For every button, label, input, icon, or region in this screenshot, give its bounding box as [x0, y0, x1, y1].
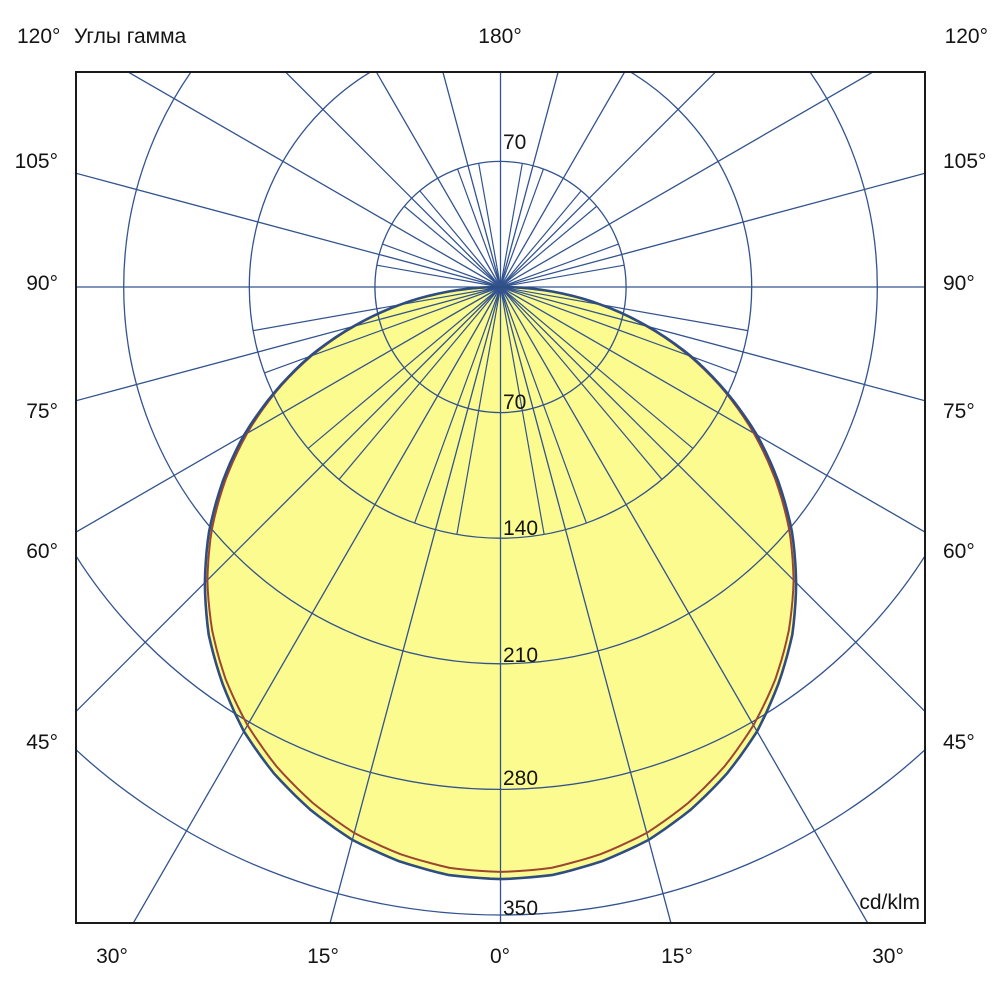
radial-tick-140: 140: [503, 517, 539, 540]
gamma-label-right-45: 45°: [943, 731, 975, 754]
radial-tick-280: 280: [503, 767, 539, 790]
gamma-label-bottom-left-30: 30°: [96, 945, 128, 968]
radial-tick-70-upper: 70: [503, 131, 527, 154]
gamma-label-right-60: 60°: [943, 540, 975, 563]
gamma-label-left-105: 105°: [14, 150, 58, 173]
gamma-label-right-90: 90°: [943, 272, 975, 295]
gamma-label-left-60: 60°: [26, 540, 58, 563]
gamma-label-bottom-0: 0°: [489, 945, 511, 968]
gamma-label-top-180: 180°: [478, 25, 522, 48]
gamma-label-left-75: 75°: [26, 400, 58, 423]
gamma-label-bottom-right-15: 15°: [661, 945, 693, 968]
intensity-curves: [203, 285, 798, 881]
gamma-label-right-105: 105°: [943, 150, 987, 173]
units-label: cd/klm: [859, 891, 920, 914]
radial-tick-70: 70: [503, 391, 527, 414]
radial-tick-350: 350: [503, 897, 539, 920]
gamma-label-right-75: 75°: [943, 400, 975, 423]
gamma-label-top-right-120: 120°: [944, 25, 988, 48]
radial-tick-210: 210: [503, 644, 539, 667]
gamma-label-top-left-120: 120°: [17, 25, 61, 48]
gamma-label-left-90: 90°: [26, 272, 58, 295]
gamma-label-left-45: 45°: [26, 731, 58, 754]
gamma-label-bottom-left-15: 15°: [307, 945, 339, 968]
gamma-label-bottom-right-30: 30°: [872, 945, 904, 968]
chart-title: Углы гамма: [74, 25, 187, 48]
chart-border: [75, 71, 926, 924]
